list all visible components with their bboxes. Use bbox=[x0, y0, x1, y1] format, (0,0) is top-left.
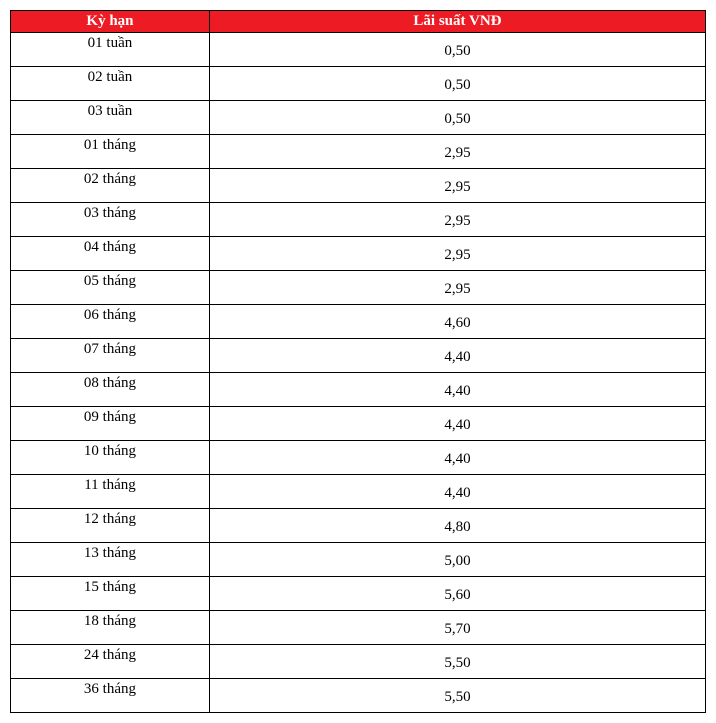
header-rate: Lãi suất VNĐ bbox=[209, 11, 705, 33]
rate-value: 0,50 bbox=[444, 101, 470, 128]
rate-cell: 4,40 bbox=[209, 441, 705, 475]
rate-cell: 5,70 bbox=[209, 611, 705, 645]
rate-value: 4,40 bbox=[444, 407, 470, 434]
term-cell: 24 tháng bbox=[11, 645, 210, 679]
term-cell: 04 tháng bbox=[11, 237, 210, 271]
term-cell: 36 tháng bbox=[11, 679, 210, 713]
table-row: 05 tháng 2,95 bbox=[11, 271, 706, 305]
table-row: 03 tháng 2,95 bbox=[11, 203, 706, 237]
table-header-row: Kỳ hạn Lãi suất VNĐ bbox=[11, 11, 706, 33]
term-cell: 02 tháng bbox=[11, 169, 210, 203]
rate-cell: 0,50 bbox=[209, 67, 705, 101]
rate-cell: 4,40 bbox=[209, 407, 705, 441]
table-row: 13 tháng 5,00 bbox=[11, 543, 706, 577]
rate-cell: 5,50 bbox=[209, 645, 705, 679]
term-cell: 13 tháng bbox=[11, 543, 210, 577]
table-row: 11 tháng 4,40 bbox=[11, 475, 706, 509]
rate-value: 4,80 bbox=[444, 509, 470, 536]
rate-cell: 4,40 bbox=[209, 339, 705, 373]
term-cell: 08 tháng bbox=[11, 373, 210, 407]
table-body: 01 tuần 0,50 02 tuần 0,50 03 tuần 0,50 01 thán… bbox=[11, 33, 706, 713]
table-row: 18 tháng 5,70 bbox=[11, 611, 706, 645]
rate-value: 0,50 bbox=[444, 33, 470, 60]
table-row: 07 tháng 4,40 bbox=[11, 339, 706, 373]
rate-cell: 2,95 bbox=[209, 203, 705, 237]
term-cell: 12 tháng bbox=[11, 509, 210, 543]
table-row: 03 tuần 0,50 bbox=[11, 101, 706, 135]
rate-value: 5,50 bbox=[444, 645, 470, 672]
table-row: 09 tháng 4,40 bbox=[11, 407, 706, 441]
rate-cell: 2,95 bbox=[209, 169, 705, 203]
term-cell: 06 tháng bbox=[11, 305, 210, 339]
rate-value: 4,40 bbox=[444, 475, 470, 502]
rate-cell: 0,50 bbox=[209, 101, 705, 135]
rate-cell: 5,60 bbox=[209, 577, 705, 611]
term-cell: 18 tháng bbox=[11, 611, 210, 645]
rate-cell: 5,00 bbox=[209, 543, 705, 577]
term-cell: 03 tháng bbox=[11, 203, 210, 237]
rate-value: 5,70 bbox=[444, 611, 470, 638]
table-row: 15 tháng 5,60 bbox=[11, 577, 706, 611]
table-row: 24 tháng 5,50 bbox=[11, 645, 706, 679]
term-cell: 01 tuần bbox=[11, 33, 210, 67]
rate-value: 2,95 bbox=[444, 169, 470, 196]
rate-value: 4,40 bbox=[444, 339, 470, 366]
table-row: 04 tháng 2,95 bbox=[11, 237, 706, 271]
term-cell: 07 tháng bbox=[11, 339, 210, 373]
rate-cell: 2,95 bbox=[209, 135, 705, 169]
rate-cell: 4,80 bbox=[209, 509, 705, 543]
rate-value: 2,95 bbox=[444, 271, 470, 298]
rate-value: 5,60 bbox=[444, 577, 470, 604]
rate-value: 2,95 bbox=[444, 203, 470, 230]
table-row: 02 tháng 2,95 bbox=[11, 169, 706, 203]
table-row: 02 tuần 0,50 bbox=[11, 67, 706, 101]
term-cell: 03 tuần bbox=[11, 101, 210, 135]
rate-value: 0,50 bbox=[444, 67, 470, 94]
rate-value: 4,40 bbox=[444, 441, 470, 468]
term-cell: 05 tháng bbox=[11, 271, 210, 305]
term-cell: 02 tuần bbox=[11, 67, 210, 101]
table-row: 01 tuần 0,50 bbox=[11, 33, 706, 67]
rate-cell: 4,40 bbox=[209, 475, 705, 509]
rate-cell: 4,40 bbox=[209, 373, 705, 407]
rate-value: 5,00 bbox=[444, 543, 470, 570]
header-term: Kỳ hạn bbox=[11, 11, 210, 33]
term-cell: 10 tháng bbox=[11, 441, 210, 475]
rate-value: 5,50 bbox=[444, 679, 470, 706]
rate-value: 4,40 bbox=[444, 373, 470, 400]
rate-cell: 2,95 bbox=[209, 271, 705, 305]
rate-value: 2,95 bbox=[444, 237, 470, 264]
term-cell: 01 tháng bbox=[11, 135, 210, 169]
rate-cell: 4,60 bbox=[209, 305, 705, 339]
table-row: 10 tháng 4,40 bbox=[11, 441, 706, 475]
rate-cell: 0,50 bbox=[209, 33, 705, 67]
term-cell: 11 tháng bbox=[11, 475, 210, 509]
rate-cell: 5,50 bbox=[209, 679, 705, 713]
table-row: 01 tháng 2,95 bbox=[11, 135, 706, 169]
interest-rate-table: Kỳ hạn Lãi suất VNĐ 01 tuần 0,50 02 tuần 0,… bbox=[10, 10, 706, 713]
term-cell: 15 tháng bbox=[11, 577, 210, 611]
rate-cell: 2,95 bbox=[209, 237, 705, 271]
table-row: 12 tháng 4,80 bbox=[11, 509, 706, 543]
table-row: 06 tháng 4,60 bbox=[11, 305, 706, 339]
rate-value: 2,95 bbox=[444, 135, 470, 162]
rate-value: 4,60 bbox=[444, 305, 470, 332]
term-cell: 09 tháng bbox=[11, 407, 210, 441]
table-row: 36 tháng 5,50 bbox=[11, 679, 706, 713]
table-row: 08 tháng 4,40 bbox=[11, 373, 706, 407]
